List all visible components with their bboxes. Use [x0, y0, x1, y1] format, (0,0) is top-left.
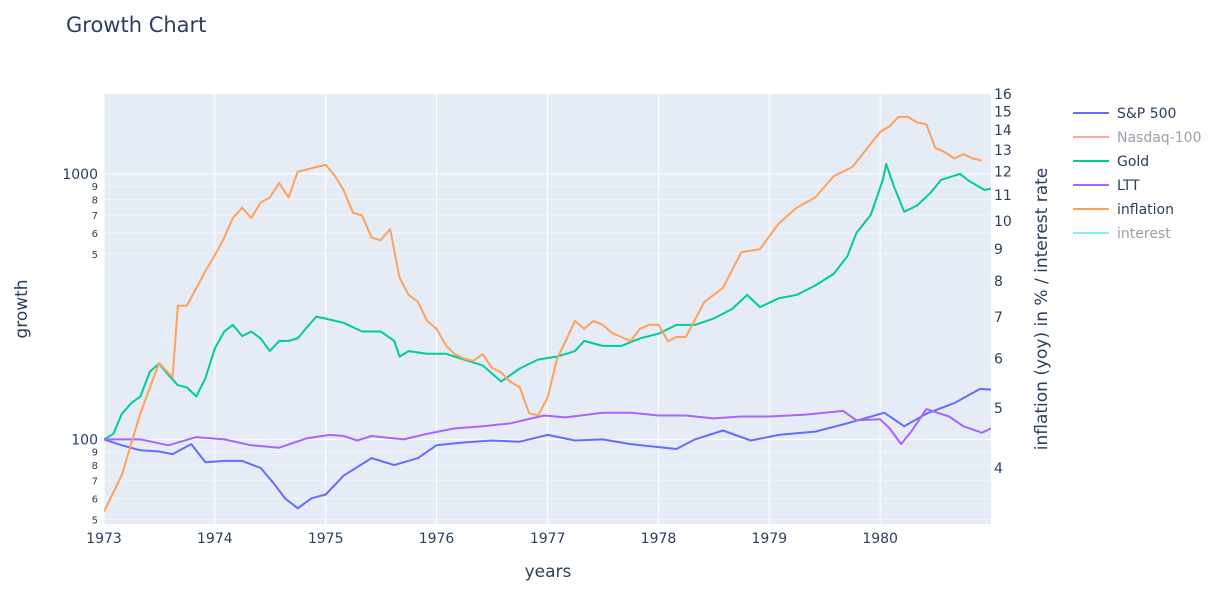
- legend-label: Gold: [1117, 154, 1149, 170]
- y2-tick-label: 14: [994, 123, 1012, 139]
- y-minor-tick-label: 5: [92, 250, 98, 261]
- y-minor-tick-label: 9: [92, 448, 98, 459]
- y-minor-tick-label: 8: [92, 196, 98, 207]
- y2-tick-label: 9: [994, 242, 1003, 258]
- x-axis-title: years: [525, 562, 572, 582]
- legend-item-inflation[interactable]: inflation: [1073, 202, 1174, 218]
- legend-label: Nasdaq-100: [1117, 130, 1201, 146]
- legend-label: interest: [1117, 226, 1171, 242]
- legend-item-nasdaq-100[interactable]: Nasdaq-100: [1073, 130, 1201, 146]
- chart-title: Growth Chart: [66, 13, 206, 37]
- y-tick-label: 1000: [62, 167, 98, 183]
- series-lines: [104, 115, 991, 513]
- x-tick-label: 1973: [86, 531, 122, 547]
- x-tick-label: 1974: [197, 531, 233, 547]
- x-tick-label: 1976: [419, 531, 455, 547]
- legend-label: inflation: [1117, 202, 1174, 218]
- y2-tick-label: 6: [994, 352, 1003, 368]
- y2-tick-label: 15: [994, 104, 1012, 120]
- x-tick-label: 1975: [308, 531, 344, 547]
- legend-label: LTT: [1117, 178, 1140, 194]
- legend-item-interest[interactable]: interest: [1073, 226, 1171, 242]
- y-minor-tick-label: 7: [92, 211, 98, 222]
- y-minor-tick-label: 5: [92, 515, 98, 526]
- y-axis-title: growth: [12, 279, 32, 338]
- y2-tick-label: 8: [994, 274, 1003, 290]
- y-minor-tick-label: 6: [92, 229, 98, 240]
- y2-tick-label: 5: [994, 401, 1003, 417]
- legend-item-s-p-500[interactable]: S&P 500: [1073, 106, 1176, 122]
- y-tick-label: 100: [71, 432, 98, 448]
- y-minor-tick-label: 8: [92, 461, 98, 472]
- series-line-ltt: [104, 408, 991, 449]
- tick-labels: 1973 1974 1975 1976 1977 1978 1979 1980 100 1000 5…: [62, 87, 1012, 547]
- y-minor-tick-label: 7: [92, 477, 98, 488]
- y2-axis-title: inflation (yoy) in % / interest rate: [1032, 168, 1052, 451]
- y-minor-tick-label: 9: [92, 182, 98, 193]
- legend: S&P 500 Nasdaq-100 Gold LTT inflation interes…: [1073, 106, 1201, 242]
- y2-tick-label: 4: [994, 461, 1003, 477]
- y2-tick-label: 16: [994, 87, 1012, 103]
- y-minor-tick-label: 6: [92, 494, 98, 505]
- y2-tick-label: 7: [994, 310, 1003, 326]
- series-line-inflation: [104, 115, 983, 513]
- y2-tick-label: 13: [994, 143, 1012, 159]
- x-tick-label: 1978: [641, 531, 677, 547]
- legend-item-gold[interactable]: Gold: [1073, 154, 1149, 170]
- legend-label: S&P 500: [1117, 106, 1176, 122]
- y2-tick-label: 11: [994, 188, 1012, 204]
- series-line-gold: [104, 163, 991, 441]
- x-tick-label: 1980: [862, 531, 898, 547]
- x-tick-label: 1979: [752, 531, 788, 547]
- series-line-s-p-500: [104, 387, 991, 510]
- x-tick-label: 1977: [530, 531, 566, 547]
- y2-tick-label: 12: [994, 165, 1012, 181]
- legend-item-ltt[interactable]: LTT: [1073, 178, 1140, 194]
- y2-tick-label: 10: [994, 214, 1012, 230]
